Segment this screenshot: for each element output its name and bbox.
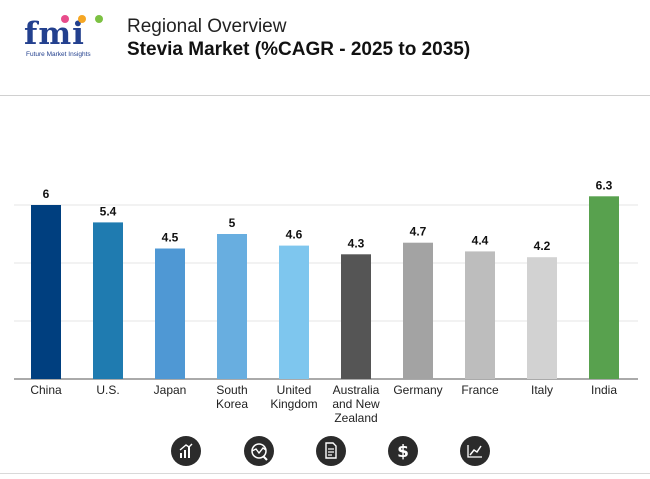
chart-title: Stevia Market (%CAGR - 2025 to 2035) <box>127 39 471 60</box>
tick-label: Japan <box>154 383 187 397</box>
bar <box>465 251 495 379</box>
trend-line-icon <box>460 436 490 466</box>
tick-label-line: France <box>461 383 499 397</box>
tick-label-line: India <box>591 383 617 397</box>
report-document-icon <box>316 436 346 466</box>
bar <box>155 248 185 379</box>
bar <box>403 242 433 379</box>
tick-label: Australia and New Zealand <box>332 383 380 425</box>
tick-label: India <box>591 383 617 397</box>
svg-text:$: $ <box>397 442 409 461</box>
tick-label-line: Italy <box>531 383 553 397</box>
data-label: 4.3 <box>348 236 365 250</box>
bar <box>217 234 247 379</box>
tick-label: France <box>461 383 499 397</box>
bar <box>589 196 619 379</box>
growth-chart-icon <box>171 436 201 466</box>
footer-icon-row: $ <box>0 436 650 468</box>
bar <box>527 257 557 379</box>
footer-divider <box>0 473 650 474</box>
tick-label-line: and New <box>332 397 380 411</box>
fmi-logo: fmi Future Market Insights <box>24 14 110 64</box>
logo-dot-pink <box>61 15 69 23</box>
bar <box>31 205 61 379</box>
tick-label-line: Australia <box>333 383 380 397</box>
tick-label-line: U.S. <box>96 383 119 397</box>
tick-label-line: Germany <box>393 383 442 397</box>
tick-label: U.S. <box>96 383 119 397</box>
logo-tagline: Future Market Insights <box>26 51 91 58</box>
header-divider <box>0 95 650 96</box>
data-label: 4.6 <box>286 228 303 242</box>
label-layer: 6 China 5.4 U.S. 4.5 Japan 5 South Korea 4.6 Unite… <box>30 178 617 425</box>
tick-label-line: United <box>277 383 312 397</box>
data-label: 4.4 <box>472 233 489 247</box>
page-title: Regional Overview <box>127 16 287 37</box>
tick-label-line: Korea <box>216 397 248 411</box>
tick-label: Germany <box>393 383 442 397</box>
data-label: 5.4 <box>100 204 117 218</box>
data-label: 4.5 <box>162 231 179 245</box>
data-label: 6.3 <box>596 178 613 192</box>
data-label: 4.2 <box>534 239 551 253</box>
logo-wordmark: fmi <box>24 16 85 52</box>
tick-label-line: South <box>216 383 247 397</box>
bar-layer <box>31 196 619 379</box>
tick-label-line: Kingdom <box>270 397 317 411</box>
tick-label-line: Japan <box>154 383 187 397</box>
bar <box>93 222 123 379</box>
tick-label: United Kingdom <box>270 383 317 411</box>
logo-dot-orange <box>78 15 86 23</box>
analysis-chart-icon <box>244 436 274 466</box>
tick-label-line: Zealand <box>334 411 377 425</box>
tick-label-line: China <box>30 383 62 397</box>
data-label: 5 <box>229 216 236 230</box>
dollar-icon: $ <box>388 436 418 466</box>
data-label: 6 <box>43 187 50 201</box>
bar-chart: 6 China 5.4 U.S. 4.5 Japan 5 South Korea 4.6 Unite… <box>14 178 638 425</box>
bar <box>341 254 371 379</box>
data-label: 4.7 <box>410 225 427 239</box>
tick-label: Italy <box>531 383 553 397</box>
logo-dot-green <box>95 15 103 23</box>
bar <box>279 245 309 379</box>
tick-label: China <box>30 383 62 397</box>
tick-label: South Korea <box>216 383 248 411</box>
